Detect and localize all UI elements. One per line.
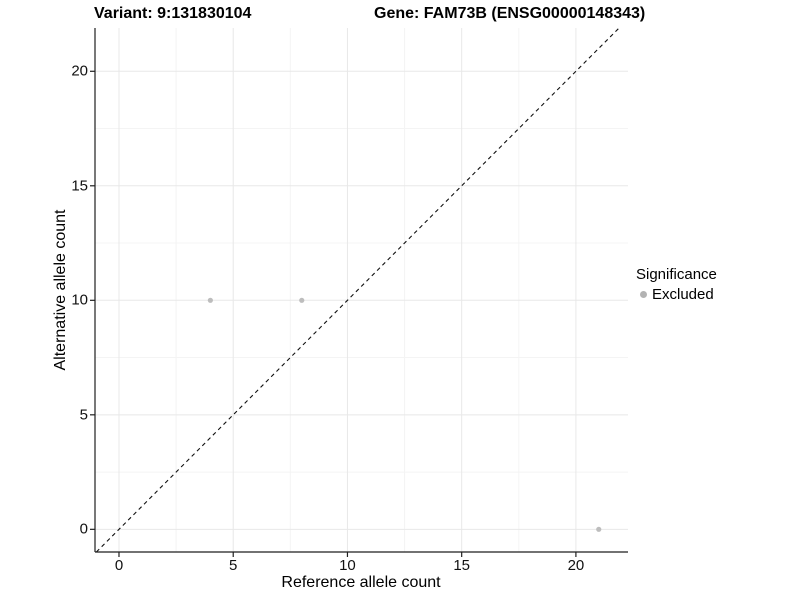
y-axis-title: Alternative allele count — [52, 209, 69, 371]
excluded-point-icon — [640, 291, 647, 298]
x-tick-label: 10 — [339, 557, 356, 574]
legend-title: Significance — [636, 266, 717, 283]
y-tick-label: 15 — [71, 177, 88, 195]
data-point — [596, 526, 602, 532]
legend-item-label: Excluded — [652, 286, 714, 303]
y-tick-label: 0 — [79, 520, 88, 538]
variant-title: Variant: 9:131830104 — [94, 5, 252, 22]
x-tick-label: 20 — [567, 557, 585, 574]
x-tick-label: 0 — [114, 557, 124, 574]
legend-item-excluded: Excluded — [640, 286, 717, 303]
gene-title: Gene: FAM73B (ENSG00000148343) — [374, 5, 646, 22]
y-tick-label: 20 — [71, 62, 88, 80]
x-axis-title: Reference allele count — [281, 574, 441, 591]
x-tick-label: 5 — [229, 557, 238, 574]
legend: Significance Excluded — [636, 266, 717, 303]
y-tick-label: 5 — [79, 406, 88, 424]
data-point — [299, 297, 305, 303]
data-point — [207, 297, 213, 303]
x-tick-label: 15 — [453, 557, 471, 574]
y-tick-label: 10 — [71, 291, 88, 309]
identity-dashed-line — [95, 27, 620, 553]
